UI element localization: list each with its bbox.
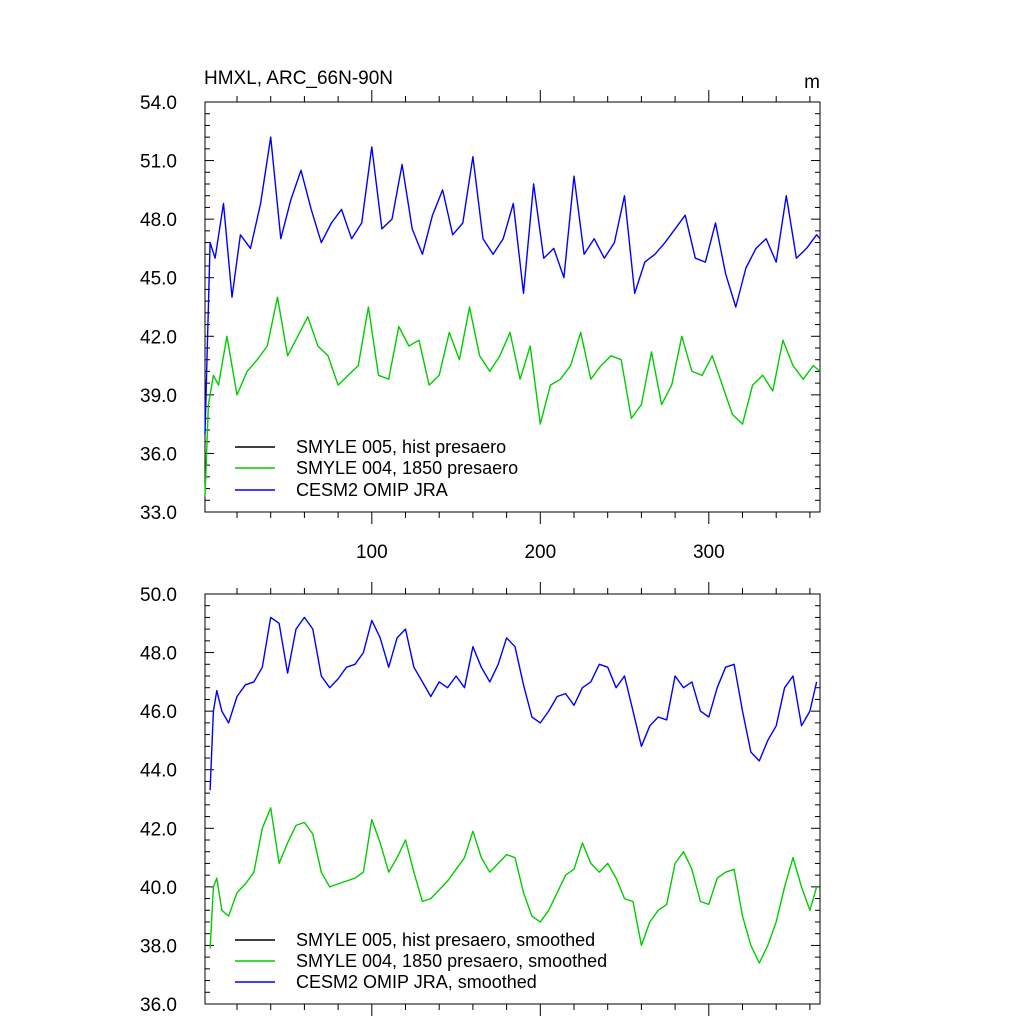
bottom-series-group [209,616,818,964]
bottom-plot-frame [204,593,821,1005]
bottom-legend: SMYLE 005, hist presaero, smoothedSMYLE … [235,930,607,992]
y-tick-label: 39.0 [140,386,177,407]
series-line-smyle-004 [209,807,818,964]
y-tick-label: 44.0 [140,761,177,782]
y-tick-label: 51.0 [140,152,177,173]
bottom-panel: 36.0 38.0 40.0 42.0 44.0 46.0 48.0 50.0 SMYLE 0… [140,582,821,1016]
top-panel: 33.0 36.0 39.0 42.0 45.0 48.0 51.0 54.0 100 200 30… [140,68,821,563]
top-plot-frame [204,101,821,513]
legend-entry: SMYLE 005, hist presaero [296,437,506,457]
top-axis-ticks: 33.0 36.0 39.0 42.0 45.0 48.0 51.0 54.0 100 200 30… [140,90,820,563]
y-tick-label: 50.0 [140,585,177,606]
legend-entry: SMYLE 004, 1850 presaero, smoothed [296,951,607,971]
y-tick-label: 48.0 [140,210,177,231]
y-tick-label: 42.0 [140,327,177,348]
x-tick-label: 300 [693,542,725,563]
y-tick-label: 54.0 [140,93,177,114]
legend-entry: CESM2 OMIP JRA, smoothed [296,972,537,992]
y-tick-label: 38.0 [140,936,177,957]
y-tick-label: 48.0 [140,644,177,665]
bottom-axis-ticks: 36.0 38.0 40.0 42.0 44.0 46.0 48.0 50.0 [140,582,820,1016]
top-chart-title: HMXL, ARC_66N-90N [204,68,393,89]
x-tick-label: 200 [524,542,556,563]
series-line-cesm2-omip-jra [204,136,821,434]
y-tick-label: 45.0 [140,269,177,290]
legend-entry: CESM2 OMIP JRA [296,480,448,500]
y-tick-label: 36.0 [140,995,177,1016]
y-tick-label: 42.0 [140,819,177,840]
y-tick-label: 33.0 [140,503,177,524]
top-units-label: m [804,72,820,93]
y-tick-label: 36.0 [140,444,177,465]
series-line-smyle-004 [204,296,821,497]
legend-entry: SMYLE 005, hist presaero, smoothed [296,930,595,950]
series-line-cesm2-omip-jra [209,616,818,791]
x-tick-label: 100 [356,542,388,563]
y-tick-label: 46.0 [140,702,177,723]
top-series-group [204,136,821,497]
y-tick-label: 40.0 [140,878,177,899]
legend-entry: SMYLE 004, 1850 presaero [296,458,518,478]
